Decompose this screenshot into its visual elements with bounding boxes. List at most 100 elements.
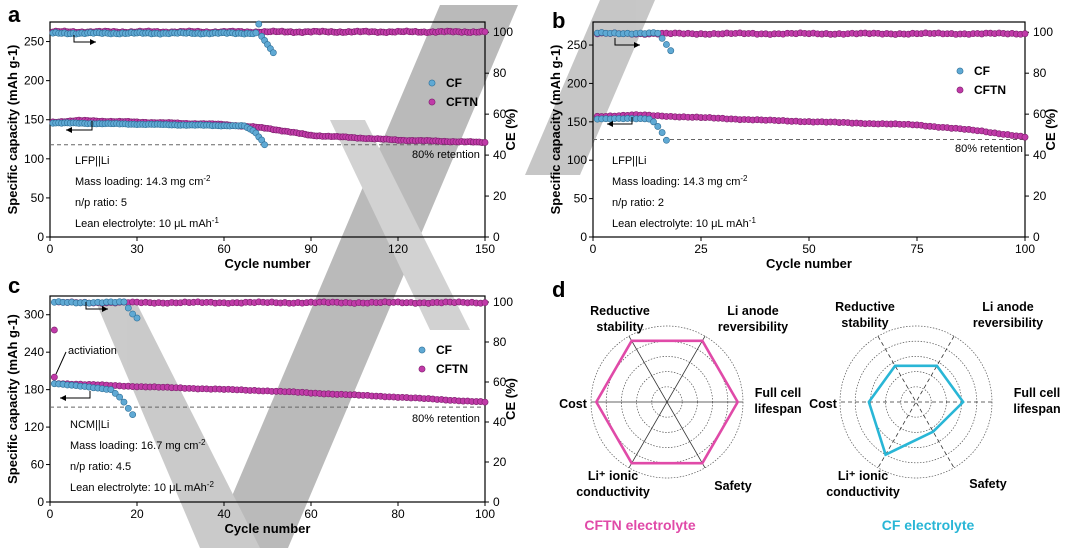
note-text: n/p ratio: 2 [612, 197, 664, 209]
radar-axis-label-line: conductivity [826, 485, 900, 499]
arrow-head [66, 127, 72, 133]
note-text: n/p ratio: 5 [75, 197, 127, 209]
radar-series-polygon [867, 364, 965, 457]
y2-tick-label: 80 [1033, 66, 1047, 80]
note-superscript: -2 [740, 174, 748, 183]
y-tick-label: 250 [24, 35, 44, 49]
x-tick-label: 100 [475, 507, 495, 521]
radar-axis-label: Full cell lifespan [1013, 386, 1060, 416]
radar-title: CF electrolyte [882, 517, 975, 533]
cf-capacity-point [111, 389, 119, 397]
x-tick-label: 75 [910, 242, 924, 256]
radar-title: CFTN electrolyte [584, 517, 695, 533]
y2-axis-label: CE (%) [1043, 109, 1058, 151]
cftn-capacity-point [481, 139, 489, 146]
x-axis-label: Cycle number [766, 256, 852, 271]
note-text: LFP||Li [75, 155, 109, 167]
condition-note: Mass loading: 16.7 mg cm-2 [70, 438, 206, 452]
y-tick-label: 100 [567, 153, 587, 167]
y2-tick-label: 100 [493, 295, 513, 309]
y2-tick-label: 40 [493, 148, 507, 162]
chart-d: Reductive stability Li anode reversibility F… [559, 300, 1061, 533]
y2-tick-label: 0 [1033, 230, 1040, 244]
arrow-head [634, 42, 640, 48]
cf-capacity-point [658, 129, 666, 136]
y2-tick-label: 100 [493, 25, 513, 39]
x-tick-label: 60 [304, 507, 318, 521]
y2-tick-label: 80 [493, 66, 507, 80]
x-tick-label: 30 [130, 242, 144, 256]
panel-letter-a: a [8, 2, 21, 27]
x-tick-label: 0 [590, 242, 597, 256]
radar-axis-label-line: stability [841, 316, 888, 330]
radar-axis-label-line: reversibility [973, 316, 1043, 330]
cf-ce-point [255, 20, 263, 28]
legend-cf-label: CF [446, 76, 462, 90]
note-text: LFP||Li [612, 155, 646, 167]
x-tick-label: 20 [130, 507, 144, 521]
radar-spoke [877, 335, 955, 469]
y-tick-label: 50 [574, 192, 588, 206]
cftn-ce-point [1021, 30, 1029, 38]
retention-label: 80% retention [955, 143, 1023, 155]
x-tick-label: 40 [217, 507, 231, 521]
note-text: Mass loading: 14.3 mg cm [75, 176, 203, 188]
y2-tick-label: 40 [493, 415, 507, 429]
radar-axis-label: Safety [714, 479, 752, 493]
radar-axis-label-line: Li anode [982, 300, 1033, 314]
x-axis-label: Cycle number [225, 521, 311, 536]
y-axis-label: Specific capacity (mAh g-1) [5, 314, 20, 484]
radar-axis-label-line: lifespan [1013, 402, 1060, 416]
y-tick-label: 50 [31, 191, 45, 205]
cf-capacity-point [124, 404, 132, 412]
cf-ce-point [269, 49, 277, 57]
cf-capacity-point [261, 141, 268, 149]
y2-tick-label: 60 [493, 375, 507, 389]
radar-spoke [877, 335, 955, 469]
condition-note: Mass loading: 14.3 mg cm-2 [612, 174, 748, 188]
y-tick-label: 120 [24, 420, 44, 434]
legend-cftn-marker [428, 98, 436, 106]
note-superscript: -2 [198, 438, 206, 447]
axis-arrow [60, 391, 91, 399]
y2-axis-label: CE (%) [503, 378, 518, 420]
x-tick-label: 90 [304, 242, 318, 256]
y-tick-label: 300 [24, 308, 44, 322]
y-tick-label: 180 [24, 383, 44, 397]
cf-capacity-point [654, 123, 662, 130]
cftn-ce-point [50, 326, 58, 334]
y-axis-label: Specific capacity (mAh g-1) [5, 45, 20, 215]
y-tick-label: 0 [37, 495, 44, 509]
annotation-leader [55, 351, 67, 375]
retention-label: 80% retention [412, 413, 480, 425]
panel-letter-d: d [552, 277, 565, 302]
note-text: n/p ratio: 4.5 [70, 461, 131, 473]
arrow-head [102, 306, 108, 312]
condition-note: n/p ratio: 2 [612, 197, 664, 209]
note-superscript: -1 [749, 216, 757, 225]
y2-tick-label: 40 [1033, 148, 1047, 162]
condition-note: Lean electrolyte: 10 μL mAh-2 [70, 480, 214, 494]
y-tick-label: 250 [567, 38, 587, 52]
radar-axis-label: Li anode reversibility [718, 304, 788, 334]
y-tick-label: 150 [24, 113, 44, 127]
cf-capacity-point [120, 398, 128, 406]
radar-axis-label: Li⁺ ionic conductivity [826, 469, 900, 499]
radar-axis-label-line: Full cell [755, 386, 802, 400]
radar-axis-label: Cost [809, 397, 838, 411]
radar-axis-label-line: conductivity [576, 485, 650, 499]
legend-cf-label: CF [974, 64, 990, 78]
radar-cf: Reductive stability Li anode reversibility F… [809, 300, 1061, 533]
y-tick-label: 0 [37, 230, 44, 244]
note-text: Lean electrolyte: 10 μL mAh [612, 218, 749, 230]
arrow-head [607, 121, 613, 127]
axis-arrow [66, 121, 93, 131]
note-superscript: -2 [203, 174, 211, 183]
radar-axis-label-line: lifespan [754, 402, 801, 416]
axis-arrow [607, 117, 633, 125]
radar-cftn: Reductive stability Li anode reversibility F… [559, 304, 802, 533]
y-axis-label: Specific capacity (mAh g-1) [548, 45, 563, 215]
cf-ce-point [667, 47, 675, 55]
x-tick-label: 0 [47, 507, 54, 521]
